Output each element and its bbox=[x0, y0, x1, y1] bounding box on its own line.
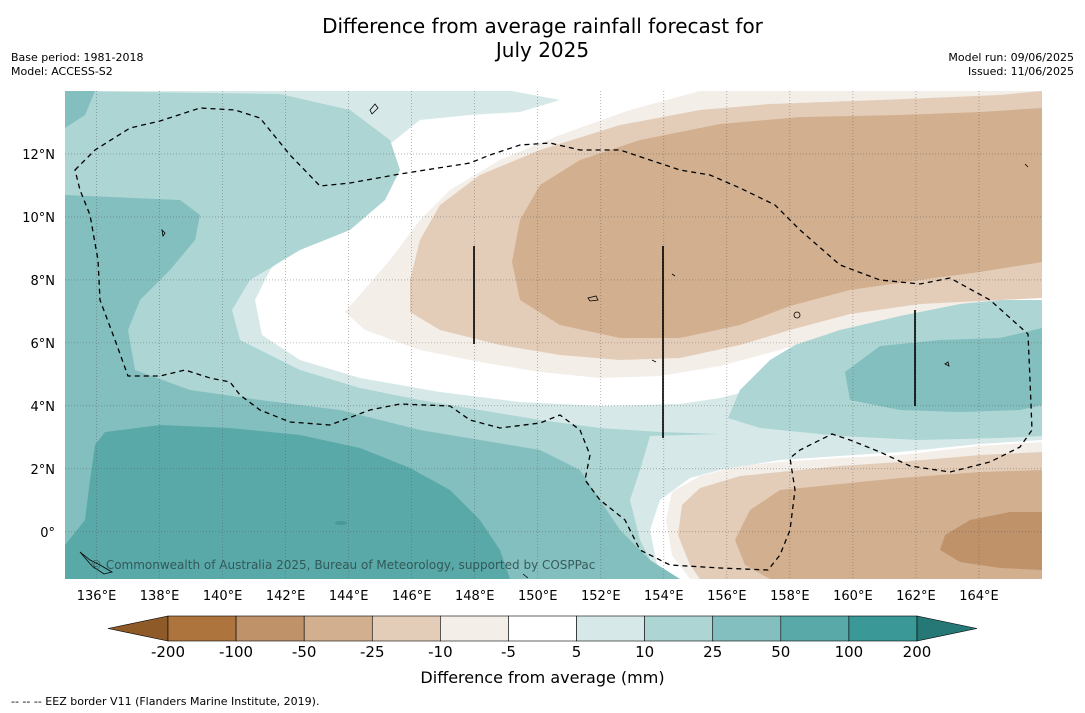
model-name: Model: ACCESS-S2 bbox=[11, 65, 113, 78]
lon-tick-label: 164°E bbox=[959, 589, 999, 604]
contour-wet-25-east bbox=[845, 328, 1042, 412]
colorbar-extend-high bbox=[916, 615, 978, 642]
lat-tick-label: 0° bbox=[40, 526, 55, 541]
contour-dry-50-south bbox=[940, 512, 1042, 570]
colorbar-label: 10 bbox=[635, 643, 655, 661]
colorbar-label: 25 bbox=[703, 643, 723, 661]
lon-tick-label: 138°E bbox=[140, 589, 180, 604]
colorbar-label: 200 bbox=[902, 643, 932, 661]
title-line-1: Difference from average rainfall forecas… bbox=[322, 14, 763, 38]
axis-labels: 136°E 138°E 140°E 142°E 144°E 146°E 148°E 150°E… bbox=[22, 148, 999, 604]
eez-footnote: -- -- -- EEZ border V11 (Flanders Marine… bbox=[11, 695, 320, 708]
colorbar-label: -25 bbox=[360, 643, 385, 661]
title-line-2: July 2025 bbox=[495, 38, 590, 62]
lon-tick-label: 156°E bbox=[707, 589, 747, 604]
lon-tick-label: 158°E bbox=[770, 589, 810, 604]
lat-tick-label: 6°N bbox=[31, 337, 56, 352]
colorbar-swatch bbox=[712, 615, 782, 642]
graticule bbox=[65, 91, 1042, 579]
colorbar-swatch bbox=[167, 615, 237, 642]
model-run: Model run: 09/06/2025 bbox=[948, 51, 1074, 64]
contour-fields bbox=[65, 91, 1042, 579]
lon-tick-label: 140°E bbox=[203, 589, 243, 604]
lon-tick-label: 150°E bbox=[518, 589, 558, 604]
lat-tick-label: 12°N bbox=[22, 148, 55, 163]
contour-wet-25-north bbox=[65, 91, 95, 128]
base-period: Base period: 1981-2018 bbox=[11, 51, 144, 64]
colorbar-label: 50 bbox=[771, 643, 791, 661]
map-title: Difference from average rainfall forecas… bbox=[0, 14, 1085, 62]
lon-tick-label: 146°E bbox=[392, 589, 432, 604]
colorbar-label: -50 bbox=[291, 643, 317, 661]
colorbar-label: 100 bbox=[834, 643, 864, 661]
colorbar-swatch bbox=[780, 615, 850, 642]
lon-tick-label: 160°E bbox=[833, 589, 873, 604]
meta-left: Base period: 1981-2018 Model: ACCESS-S2 bbox=[11, 51, 143, 79]
colorbar-swatch bbox=[440, 615, 509, 642]
issued-date: Issued: 11/06/2025 bbox=[967, 65, 1074, 78]
colorbar-label: -200 bbox=[150, 643, 186, 661]
colorbar-swatch bbox=[235, 615, 305, 642]
island-outlines bbox=[79, 103, 1029, 579]
contour-wet-50 bbox=[65, 425, 510, 579]
colorbar-extend-low bbox=[107, 615, 169, 642]
colorbar-swatch bbox=[576, 615, 645, 642]
colorbar-swatch bbox=[303, 615, 373, 642]
lat-tick-label: 10°N bbox=[22, 211, 55, 226]
colorbar-swatch bbox=[508, 615, 577, 642]
copyright-notice: © Commonwealth of Australia 2025, Bureau… bbox=[90, 558, 596, 572]
colorbar-swatch bbox=[371, 615, 441, 642]
colorbar-label: -10 bbox=[428, 643, 453, 661]
colorbar-label: 5 bbox=[571, 643, 582, 661]
colorbar-label: -5 bbox=[500, 643, 516, 661]
lon-tick-label: 144°E bbox=[329, 589, 369, 604]
lon-tick-label: 136°E bbox=[77, 589, 117, 604]
lat-tick-label: 2°N bbox=[31, 463, 56, 478]
meta-right: Model run: 09/06/2025 Issued: 11/06/2025 bbox=[948, 51, 1074, 79]
lat-tick-label: 8°N bbox=[31, 274, 56, 289]
island-fill bbox=[335, 521, 347, 525]
lon-tick-label: 142°E bbox=[266, 589, 306, 604]
lon-tick-label: 148°E bbox=[455, 589, 495, 604]
colorbar bbox=[107, 615, 978, 642]
lon-tick-label: 152°E bbox=[581, 589, 621, 604]
eez-border-line bbox=[74, 107, 1033, 571]
colorbar-swatch bbox=[644, 615, 714, 642]
lon-tick-label: 162°E bbox=[896, 589, 936, 604]
colorbar-label: -100 bbox=[219, 643, 254, 661]
contour-dry-25 bbox=[512, 108, 1042, 338]
lat-tick-label: 4°N bbox=[31, 400, 56, 415]
colorbar-swatch bbox=[848, 615, 918, 642]
lon-tick-label: 154°E bbox=[644, 589, 684, 604]
colorbar-title: Difference from average (mm) bbox=[420, 668, 665, 687]
